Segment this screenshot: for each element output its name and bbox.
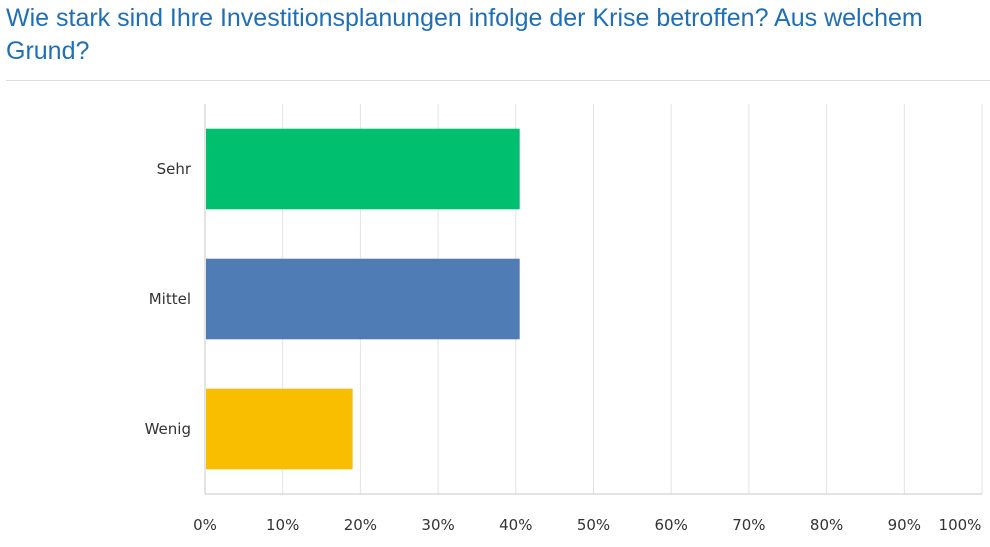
x-tick-label: 60% (655, 516, 688, 534)
x-tick-label: 40% (499, 516, 532, 534)
x-tick-label: 50% (577, 516, 610, 534)
category-label: Wenig (145, 420, 191, 438)
bar-wenig (206, 388, 353, 470)
bar-sehr (206, 128, 520, 210)
category-label: Sehr (157, 160, 192, 178)
title-divider (6, 80, 990, 81)
x-tick-label: 90% (888, 516, 921, 534)
x-tick-label: 70% (732, 516, 765, 534)
x-tick-label: 0% (193, 516, 217, 534)
x-tick-label: 30% (421, 516, 454, 534)
x-tick-label: 20% (344, 516, 377, 534)
category-label: Mittel (149, 290, 191, 308)
chart-title: Wie stark sind Ihre Investitionsplanunge… (6, 4, 923, 65)
bar-mittel (206, 258, 520, 340)
x-tick-label: 100% (939, 516, 982, 534)
x-tick-label: 80% (810, 516, 843, 534)
x-tick-label: 10% (266, 516, 299, 534)
